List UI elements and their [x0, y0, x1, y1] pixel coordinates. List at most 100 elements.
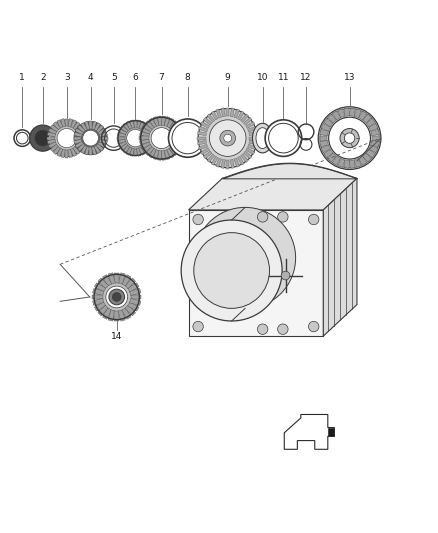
- Polygon shape: [92, 122, 96, 130]
- Polygon shape: [47, 132, 56, 137]
- Circle shape: [308, 214, 319, 225]
- Polygon shape: [237, 111, 244, 120]
- Polygon shape: [161, 151, 166, 160]
- Circle shape: [193, 214, 203, 225]
- Circle shape: [328, 117, 371, 159]
- Polygon shape: [153, 117, 159, 126]
- Polygon shape: [216, 158, 222, 167]
- Circle shape: [83, 130, 99, 146]
- Polygon shape: [141, 123, 148, 131]
- Polygon shape: [344, 160, 350, 168]
- Polygon shape: [92, 288, 104, 296]
- Text: 13: 13: [344, 72, 355, 82]
- Polygon shape: [139, 136, 149, 140]
- Polygon shape: [164, 117, 170, 126]
- Circle shape: [198, 109, 257, 168]
- Polygon shape: [221, 159, 225, 168]
- Circle shape: [328, 117, 371, 159]
- Circle shape: [172, 123, 203, 154]
- Polygon shape: [328, 153, 336, 162]
- Text: 9: 9: [225, 72, 230, 82]
- Polygon shape: [89, 121, 92, 129]
- Ellipse shape: [253, 123, 272, 153]
- Polygon shape: [371, 130, 379, 136]
- Polygon shape: [53, 122, 60, 130]
- Polygon shape: [198, 126, 208, 132]
- Polygon shape: [89, 147, 92, 155]
- Polygon shape: [75, 144, 83, 151]
- Polygon shape: [173, 142, 182, 149]
- Polygon shape: [127, 302, 139, 311]
- Circle shape: [318, 107, 381, 169]
- Polygon shape: [140, 139, 149, 144]
- Polygon shape: [117, 139, 126, 143]
- Circle shape: [106, 286, 127, 308]
- Text: 5: 5: [111, 72, 117, 82]
- Circle shape: [57, 128, 76, 148]
- Polygon shape: [96, 143, 104, 151]
- Text: 11: 11: [278, 72, 289, 82]
- Polygon shape: [94, 146, 100, 154]
- Polygon shape: [75, 128, 84, 135]
- Polygon shape: [71, 120, 77, 128]
- Polygon shape: [240, 154, 248, 163]
- Polygon shape: [166, 118, 174, 128]
- Polygon shape: [92, 295, 103, 299]
- Polygon shape: [198, 144, 208, 150]
- Polygon shape: [120, 126, 128, 133]
- Polygon shape: [50, 144, 58, 151]
- Circle shape: [151, 128, 172, 149]
- Polygon shape: [169, 120, 177, 130]
- Polygon shape: [145, 133, 154, 137]
- Polygon shape: [74, 132, 82, 137]
- Polygon shape: [48, 142, 57, 148]
- Text: 6: 6: [133, 72, 138, 82]
- Polygon shape: [125, 278, 136, 289]
- Polygon shape: [240, 114, 248, 123]
- Polygon shape: [201, 122, 209, 128]
- Polygon shape: [85, 147, 90, 155]
- Polygon shape: [158, 116, 162, 126]
- Polygon shape: [130, 120, 134, 128]
- Polygon shape: [247, 126, 257, 132]
- Polygon shape: [144, 129, 152, 135]
- Polygon shape: [118, 310, 125, 321]
- Polygon shape: [174, 136, 184, 140]
- Polygon shape: [164, 150, 170, 160]
- Circle shape: [30, 125, 56, 151]
- Polygon shape: [324, 149, 333, 158]
- Polygon shape: [338, 109, 345, 118]
- Polygon shape: [171, 144, 180, 152]
- Polygon shape: [71, 148, 77, 157]
- Polygon shape: [92, 298, 104, 305]
- Polygon shape: [230, 159, 234, 168]
- Polygon shape: [68, 119, 73, 127]
- Polygon shape: [131, 295, 141, 299]
- Polygon shape: [320, 140, 328, 147]
- Polygon shape: [139, 147, 145, 155]
- Polygon shape: [207, 154, 215, 163]
- Circle shape: [113, 293, 121, 301]
- Polygon shape: [249, 141, 258, 145]
- Polygon shape: [99, 132, 107, 137]
- Polygon shape: [141, 142, 151, 149]
- Polygon shape: [141, 146, 148, 154]
- Polygon shape: [95, 302, 106, 311]
- Polygon shape: [246, 148, 255, 155]
- Text: 8: 8: [185, 72, 191, 82]
- Polygon shape: [57, 120, 63, 128]
- Polygon shape: [61, 119, 66, 127]
- Polygon shape: [204, 117, 212, 125]
- Circle shape: [281, 271, 290, 280]
- Polygon shape: [65, 150, 68, 158]
- Text: 14: 14: [111, 332, 122, 341]
- Polygon shape: [230, 108, 234, 117]
- Polygon shape: [354, 158, 361, 167]
- Text: 3: 3: [64, 72, 70, 82]
- Polygon shape: [354, 109, 361, 118]
- Circle shape: [48, 120, 85, 156]
- Polygon shape: [188, 210, 323, 336]
- Polygon shape: [198, 141, 207, 145]
- Polygon shape: [173, 132, 184, 137]
- Polygon shape: [234, 109, 240, 118]
